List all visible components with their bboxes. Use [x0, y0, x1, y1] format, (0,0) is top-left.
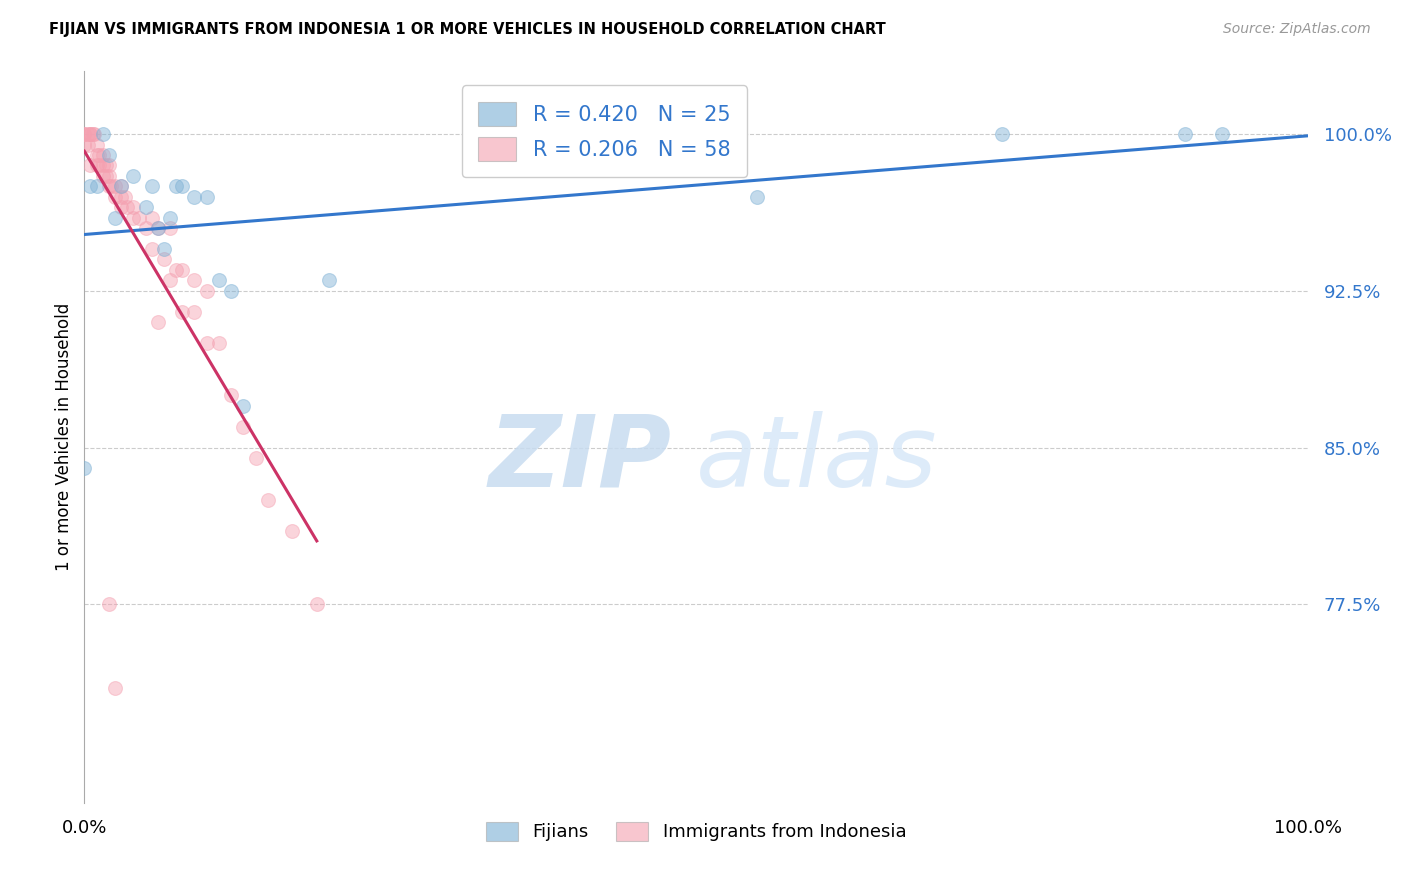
Point — [183, 304, 205, 318]
Point — [195, 284, 218, 298]
Point — [73, 127, 96, 141]
Point — [110, 200, 132, 214]
Point — [172, 179, 194, 194]
Point — [110, 179, 132, 194]
Point — [91, 148, 114, 162]
Point — [141, 211, 163, 225]
Point — [86, 179, 108, 194]
Point — [91, 169, 114, 183]
Point — [991, 127, 1014, 141]
Text: FIJIAN VS IMMIGRANTS FROM INDONESIA 1 OR MORE VEHICLES IN HOUSEHOLD CORRELATION : FIJIAN VS IMMIGRANTS FROM INDONESIA 1 OR… — [49, 22, 886, 37]
Point — [1211, 127, 1233, 141]
Point — [97, 179, 120, 194]
Point — [172, 304, 194, 318]
Point — [96, 169, 118, 183]
Y-axis label: 1 or more Vehicles in Household: 1 or more Vehicles in Household — [55, 303, 73, 571]
Point — [115, 200, 138, 214]
Point — [165, 263, 187, 277]
Point — [97, 597, 120, 611]
Point — [159, 273, 181, 287]
Point — [146, 221, 169, 235]
Point — [122, 211, 145, 225]
Point — [73, 137, 96, 152]
Point — [153, 242, 176, 256]
Point — [73, 461, 96, 475]
Text: ZIP: ZIP — [488, 410, 672, 508]
Point — [122, 200, 145, 214]
Point — [159, 221, 181, 235]
Point — [195, 336, 218, 351]
Point — [114, 190, 136, 204]
Point — [208, 336, 231, 351]
Text: Source: ZipAtlas.com: Source: ZipAtlas.com — [1223, 22, 1371, 37]
Point — [104, 179, 127, 194]
Point — [79, 127, 101, 141]
Point — [219, 388, 242, 402]
Point — [87, 148, 110, 162]
Point — [79, 158, 101, 172]
Point — [104, 211, 127, 225]
Point — [87, 158, 110, 172]
Point — [91, 127, 114, 141]
Point — [91, 158, 114, 172]
Point — [281, 524, 304, 538]
Point — [141, 179, 163, 194]
Point — [104, 681, 127, 695]
Point — [172, 263, 194, 277]
Point — [128, 211, 150, 225]
Point — [79, 127, 101, 141]
Point — [135, 200, 157, 214]
Point — [305, 597, 328, 611]
Point — [83, 127, 105, 141]
Point — [97, 148, 120, 162]
Point — [159, 211, 181, 225]
Point — [232, 419, 254, 434]
Point — [122, 169, 145, 183]
Point — [104, 190, 127, 204]
Point — [208, 273, 231, 287]
Point — [86, 137, 108, 152]
Point — [96, 158, 118, 172]
Point — [141, 242, 163, 256]
Point — [183, 273, 205, 287]
Point — [183, 190, 205, 204]
Legend: Fijians, Immigrants from Indonesia: Fijians, Immigrants from Indonesia — [478, 814, 914, 848]
Point — [97, 169, 120, 183]
Point — [195, 190, 218, 204]
Point — [1174, 127, 1197, 141]
Point — [77, 137, 100, 152]
Point — [318, 273, 340, 287]
Point — [110, 179, 132, 194]
Point — [153, 252, 176, 267]
Point — [82, 127, 104, 141]
Point — [73, 127, 96, 141]
Point — [165, 179, 187, 194]
Point — [257, 492, 280, 507]
Point — [146, 315, 169, 329]
Point — [97, 158, 120, 172]
Point — [86, 158, 108, 172]
Point — [100, 179, 122, 194]
Point — [79, 179, 101, 194]
Point — [77, 127, 100, 141]
Point — [245, 450, 267, 465]
Point — [232, 399, 254, 413]
Point — [146, 221, 169, 235]
Text: atlas: atlas — [696, 410, 938, 508]
Point — [86, 148, 108, 162]
Point — [135, 221, 157, 235]
Point — [747, 190, 769, 204]
Point — [219, 284, 242, 298]
Point — [110, 190, 132, 204]
